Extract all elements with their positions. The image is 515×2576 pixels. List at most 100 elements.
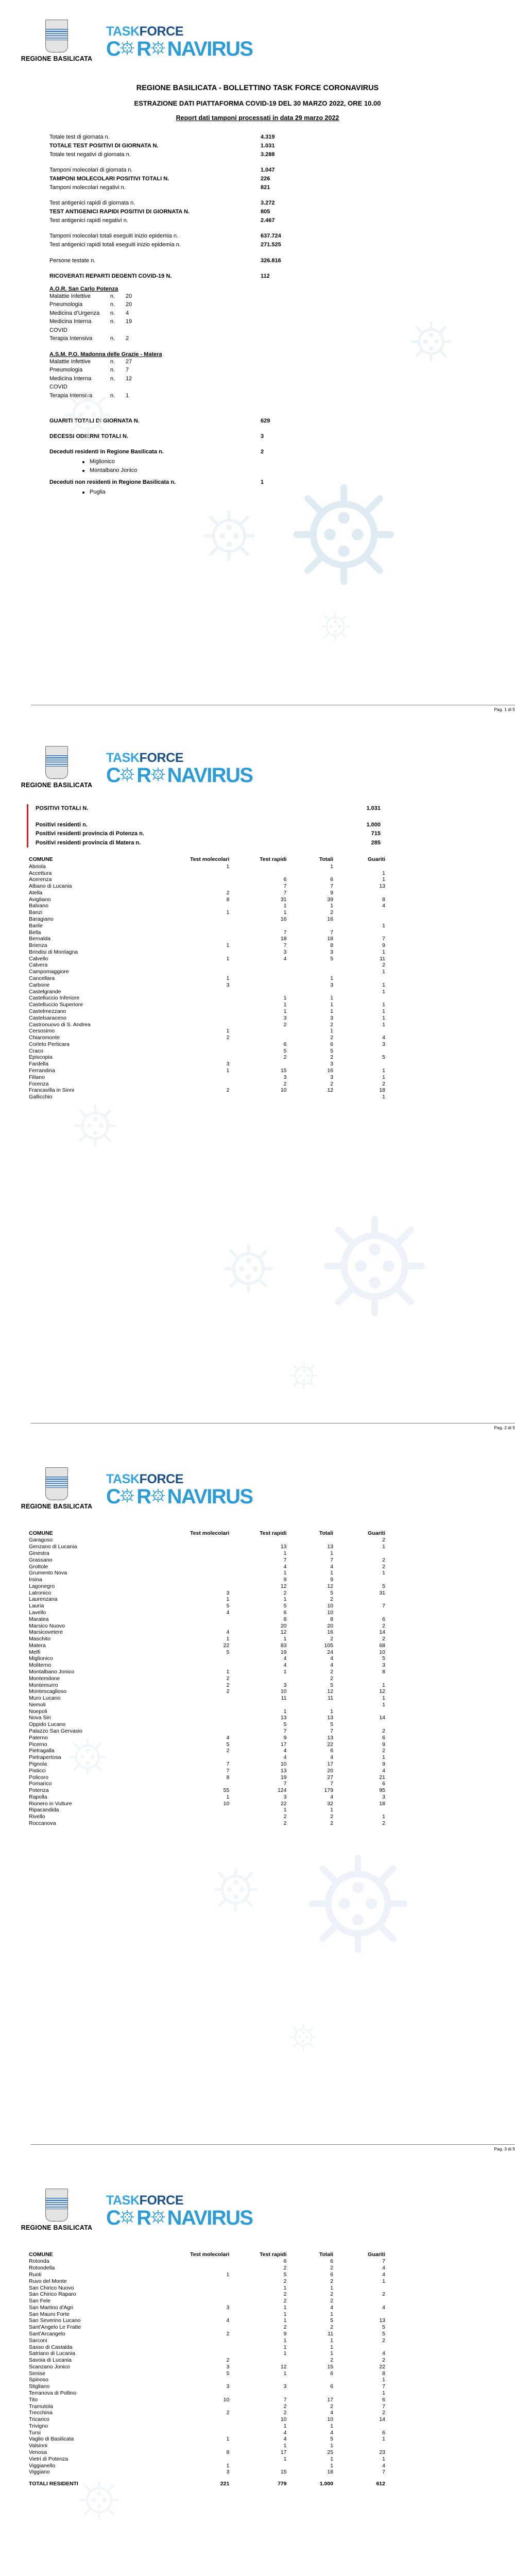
cell-value: 4 [382, 1035, 385, 1041]
municipality-name: Banzi [29, 909, 43, 916]
cell-value: 1 [330, 863, 334, 870]
page-2: REGIONE BASILICATA TASKFORCE C R NAVIRUS P… [0, 726, 515, 1448]
cell-value: 4 [283, 2429, 287, 2436]
cell-value: 2 [330, 1080, 334, 1087]
cell-value: 17 [280, 1741, 287, 1748]
cell-value: 11 [328, 2330, 334, 2337]
hospital-ward-row: Pneumologia n. 20 [49, 300, 515, 309]
cell-value: 2 [330, 1814, 334, 1820]
cell-value: 1 [226, 2436, 230, 2443]
table-row: Nova Siri 13 13 14 [27, 1715, 387, 1721]
table-row: Valsinni 1 1 [27, 2443, 387, 2449]
municipality-name: Rotonda [29, 2258, 49, 2265]
cell-value: 20 [327, 1622, 334, 1629]
municipality-name: Rivello [29, 1814, 45, 1820]
table-row: Castelgrande 1 [27, 988, 387, 995]
cell-value: 5 [283, 2271, 287, 2278]
table-total-row: TOTALI RESIDENTI 221 779 1.000 612 [27, 2476, 387, 2487]
cell-value [335, 2344, 387, 2350]
cell-value [164, 1655, 232, 1662]
cell-value: 2 [283, 1054, 287, 1061]
cell-value [164, 2311, 232, 2317]
table-row: Albano di Lucania 7 7 13 [27, 883, 387, 890]
table-row: Oppido Lucano 5 5 [27, 1721, 387, 1728]
table-row: Corleto Perticara 6 6 3 [27, 1041, 387, 1047]
table-row: Rotondella 2 2 4 [27, 2265, 387, 2272]
cell-value [335, 929, 387, 936]
column-header: Guariti [368, 856, 385, 863]
cell-value [164, 2258, 232, 2265]
municipality-name: Accettura [29, 870, 52, 876]
cell-value: 13 [327, 1544, 334, 1550]
table-row: Grumento Nova 1 1 1 [27, 1570, 387, 1577]
cell-value: 17 [327, 1760, 334, 1767]
cell-value [289, 1094, 336, 1100]
cell-value: 5 [330, 1589, 334, 1596]
basilicata-crest-icon [45, 20, 68, 53]
table-row: Brindisi di Montagna 3 3 1 [27, 949, 387, 956]
cell-value: 7 [226, 1767, 230, 1774]
positives-potenza-value: 715 [371, 831, 381, 837]
deaths-nonresident-list: Puglia [61, 488, 410, 497]
cell-value: 5 [382, 2324, 385, 2331]
cell-value [164, 2284, 232, 2291]
cell-value: 1 [330, 2311, 334, 2317]
cell-value [335, 1596, 387, 1603]
positives-residents-value: 1.000 [366, 821, 381, 828]
municipality-name: Latronico [29, 1589, 52, 1596]
municipality-name: Castelsaraceno [29, 1014, 66, 1021]
cell-value: 1 [283, 2370, 287, 2377]
municipality-name: Tramutola [29, 2403, 53, 2410]
hospital-spacer [49, 343, 515, 350]
cell-value: 4 [330, 2410, 334, 2416]
cell-value [231, 1675, 288, 1682]
cell-value: 7 [283, 1781, 287, 1787]
cell-value: 3 [283, 948, 287, 955]
ward-label: Medicina Interna COVID [49, 318, 92, 333]
cell-value: 9 [330, 1577, 334, 1583]
page-footer-3: Pag. 3 di 5 [31, 2144, 515, 2151]
virus-particle-icon-6 [150, 1488, 168, 1505]
cell-value: 1 [382, 948, 385, 955]
summary-row-value: 1.031 [261, 143, 275, 149]
municipality-name: San Mauro Forte [29, 2311, 70, 2317]
hospital-ward-row: Malattie Infettive n. 20 [49, 292, 515, 301]
cell-value [164, 1662, 232, 1669]
cell-value: 6 [382, 1734, 385, 1741]
cell-value: 16 [280, 916, 287, 923]
total-value: 779 [277, 2480, 287, 2487]
cell-value [164, 1550, 232, 1557]
cell-value: 2 [283, 2324, 287, 2331]
cell-value: 2 [226, 2330, 230, 2337]
wordmark-task-2: TASK [106, 751, 140, 765]
cell-value: 7 [283, 883, 287, 890]
cell-value: 4 [382, 2271, 385, 2278]
recovered-value: 629 [261, 418, 270, 425]
cell-value: 1 [382, 2390, 385, 2397]
table-row: Bernalda 18 18 7 [27, 936, 387, 942]
cell-value: 22 [379, 2363, 385, 2370]
cell-value: 2 [330, 2357, 334, 2364]
cell-value: 1 [330, 1807, 334, 1814]
municipality-name: San Martino d'Agri [29, 2304, 74, 2311]
cell-value [164, 1814, 232, 1820]
cell-value: 1 [330, 2337, 334, 2344]
positives-matera-label: Positivi residenti provincia di Matera n… [36, 839, 141, 846]
cell-value: 22 [280, 1800, 287, 1807]
cell-value: 1 [330, 1008, 334, 1014]
municipality-name: San Severino Lucano [29, 2317, 81, 2324]
deaths-resident-label: Deceduti residenti in Regione Basilicata… [49, 449, 164, 455]
cell-value: 2 [382, 2337, 385, 2344]
cell-value: 3 [283, 1074, 287, 1080]
summary-row-value: 326.816 [261, 257, 281, 264]
cell-value [289, 870, 336, 876]
cell-value: 22 [327, 1741, 334, 1748]
municipality-name: Avigliano [29, 896, 51, 903]
municipality-name: Corleto Perticara [29, 1041, 70, 1047]
cell-value [164, 1041, 232, 1047]
summary-row-value: 112 [261, 273, 270, 279]
page-footer-1: Pag. 1 di 5 [31, 705, 515, 712]
table-row: Lavello 4 6 10 [27, 1609, 387, 1616]
cell-value: 10 [280, 2416, 287, 2423]
municipality-table-page2: COMUNE Test molecolari Test rapidi Totali Gu… [27, 856, 387, 1100]
